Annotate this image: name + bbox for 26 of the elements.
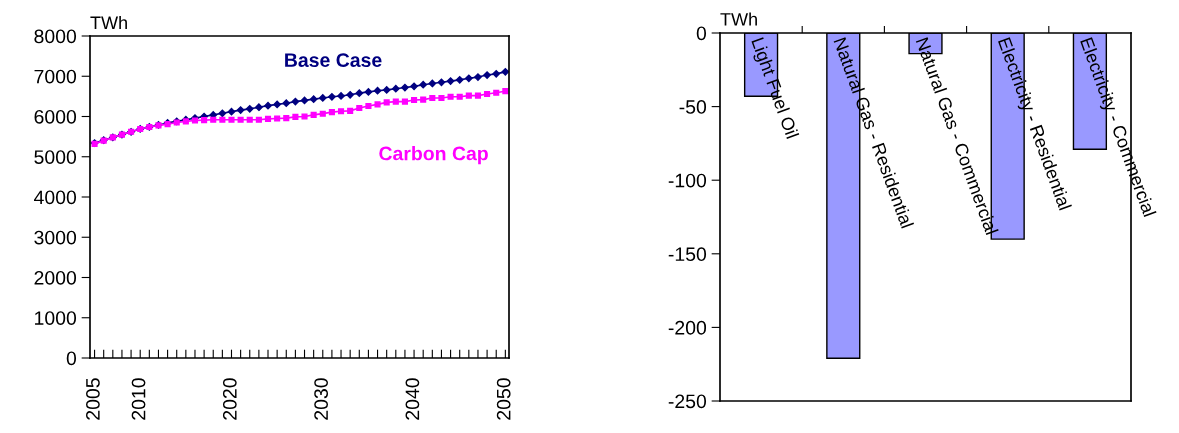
y-tick-label: 2000 <box>34 270 77 285</box>
x-tick-label: 2020 <box>222 378 237 420</box>
y-tick-label: -200 <box>668 320 707 335</box>
x-tick-label: 2050 <box>496 378 511 420</box>
series-label: Carbon Cap <box>379 146 488 165</box>
y-tick-label: 1000 <box>35 311 77 325</box>
x-tick-label: 2010 <box>131 378 146 420</box>
x-tick-label: 2005 <box>86 378 100 420</box>
x-tick-label: 2030 <box>314 378 328 420</box>
y-tick-label: -250 <box>668 394 707 409</box>
y-tick-label: -100 <box>668 173 707 188</box>
y-tick-label: -50 <box>679 100 707 114</box>
y-axis-title: TWh <box>90 15 127 30</box>
series-label: Base Case <box>285 53 382 67</box>
y-tick-label: 4000 <box>34 190 77 205</box>
x-tick-label: 2040 <box>405 378 420 420</box>
y-tick-label: 0 <box>696 26 707 41</box>
y-tick-label: 8000 <box>34 29 77 44</box>
x-tick-label: Light Fuel Oil <box>747 36 800 141</box>
y-tick-label: 5000 <box>34 150 77 164</box>
y-tick-label: 6000 <box>34 109 77 124</box>
y-tick-label: 3000 <box>34 230 77 245</box>
y-tick-label: -150 <box>668 247 707 262</box>
y-tick-label: 7000 <box>34 69 77 84</box>
y-tick-label: 0 <box>66 351 77 366</box>
y-axis-title: TWh <box>720 12 757 26</box>
